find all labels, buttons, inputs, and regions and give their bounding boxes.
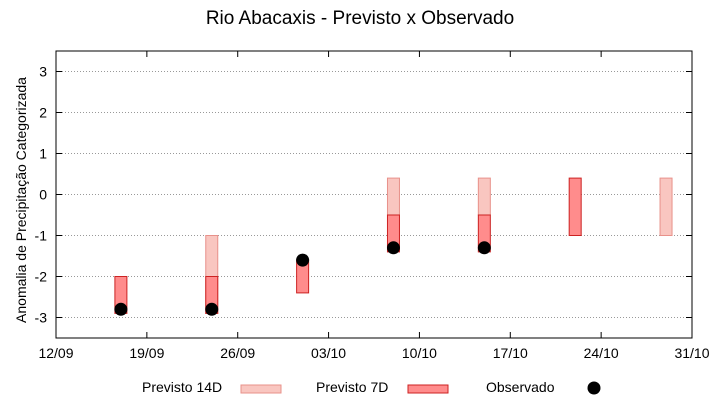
x-tick-label: 24/10	[584, 345, 619, 361]
observed-point	[114, 302, 128, 316]
grid-layer	[56, 71, 692, 318]
x-tick-label: 19/09	[129, 345, 164, 361]
legend-label: Previsto 14D	[142, 379, 222, 395]
range-bar	[386, 177, 400, 216]
y-tick-label: 0	[39, 187, 47, 203]
y-tick-label: 1	[39, 146, 47, 162]
legend-swatch-point	[587, 381, 601, 395]
legend-swatch	[240, 384, 282, 394]
y-tick-label: -1	[35, 228, 48, 244]
observed-point	[477, 241, 491, 255]
y-tick-label: -3	[35, 310, 48, 326]
observed-point	[386, 241, 400, 255]
x-tick-label: 31/10	[674, 345, 709, 361]
y-tick-label: -2	[35, 269, 48, 285]
marks-layer	[114, 177, 673, 316]
x-tick-label: 10/10	[402, 345, 437, 361]
x-tick-label: 26/09	[220, 345, 255, 361]
observed-point	[205, 302, 219, 316]
y-tick-label: 2	[39, 105, 47, 121]
legend-label: Previsto 7D	[316, 379, 388, 395]
x-tick-label: 12/09	[38, 345, 73, 361]
x-tick-label: 17/10	[493, 345, 528, 361]
axes-layer: -3 -2 -1 0 1 2 3 12/09 19/09 26/09 03/10 10/10 17/10…	[35, 50, 710, 361]
range-bar	[659, 177, 673, 237]
y-axis-label: Anomalia de Precipitação Categorizada	[13, 77, 29, 323]
range-bar	[477, 177, 491, 216]
x-tick-label: 03/10	[311, 345, 346, 361]
legend: Previsto 14D Previsto 7D Observado	[142, 379, 601, 395]
plot-frame	[55, 50, 693, 339]
range-bar	[568, 177, 582, 237]
y-tick-label: 3	[39, 64, 47, 80]
chart-title: Rio Abacaxis - Previsto x Observado	[205, 8, 515, 29]
legend-swatch	[407, 384, 449, 394]
legend-label: Observado	[486, 379, 555, 395]
observed-point	[296, 253, 310, 267]
